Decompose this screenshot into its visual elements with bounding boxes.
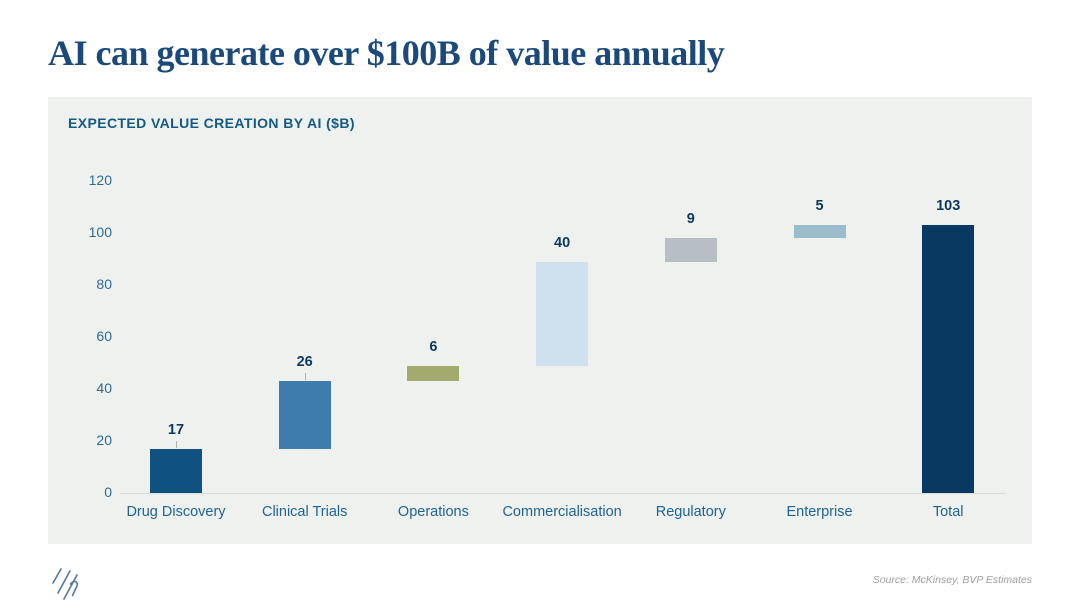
waterfall-bar-drug-discovery <box>150 448 202 493</box>
category-label: Total <box>932 504 964 520</box>
bar-value-label: 40 <box>554 234 571 251</box>
chart-title: EXPECTED VALUE CREATION BY AI ($B) <box>68 115 355 131</box>
category-label: Commercialisation <box>502 504 622 520</box>
x-axis-line <box>120 493 1005 494</box>
bvp-slashes-logo <box>52 568 78 600</box>
source-note: Source: McKinsey, BVP Estimates <box>872 574 1032 586</box>
waterfall-bar-clinical-trials <box>278 381 331 449</box>
page-title: AI can generate over $100B of value annu… <box>48 33 725 73</box>
category-label: Clinical Trials <box>261 504 348 520</box>
category-label: Operations <box>397 504 469 520</box>
y-axis-tick-label: 60 <box>96 328 112 344</box>
waterfall-bar-regulatory <box>664 238 717 262</box>
bar-value-label: 26 <box>296 354 313 371</box>
waterfall-chart: 0 20 40 60 80 100 120 17 Drug Discovery 26 Clinica… <box>48 97 1032 544</box>
bar-value-label: 5 <box>815 198 824 215</box>
waterfall-bar-operations <box>407 365 460 382</box>
bar-value-label: 6 <box>429 338 438 355</box>
bar-value-label: 17 <box>167 421 185 438</box>
waterfall-bar-commercialisation <box>536 261 589 366</box>
bar-value-label: 103 <box>936 198 961 215</box>
category-label: Drug Discovery <box>126 504 226 520</box>
y-axis-tick-label: 20 <box>96 432 112 448</box>
y-axis-tick-label: 0 <box>104 484 112 500</box>
bar-value-label: 9 <box>686 211 695 228</box>
value-connector-line <box>304 373 306 381</box>
y-axis-tick-label: 40 <box>96 380 112 396</box>
value-connector-line <box>176 440 177 448</box>
waterfall-bar-enterprise <box>793 225 846 239</box>
waterfall-bar-total <box>922 225 975 493</box>
category-label: Regulatory <box>655 504 726 520</box>
chart-panel: EXPECTED VALUE CREATION BY AI ($B) 0 20 40… <box>48 97 1032 544</box>
category-label: Enterprise <box>786 504 853 520</box>
y-axis-tick-label: 80 <box>96 276 112 292</box>
y-axis-tick-label: 100 <box>88 224 112 240</box>
y-axis-tick-label: 120 <box>88 172 112 188</box>
